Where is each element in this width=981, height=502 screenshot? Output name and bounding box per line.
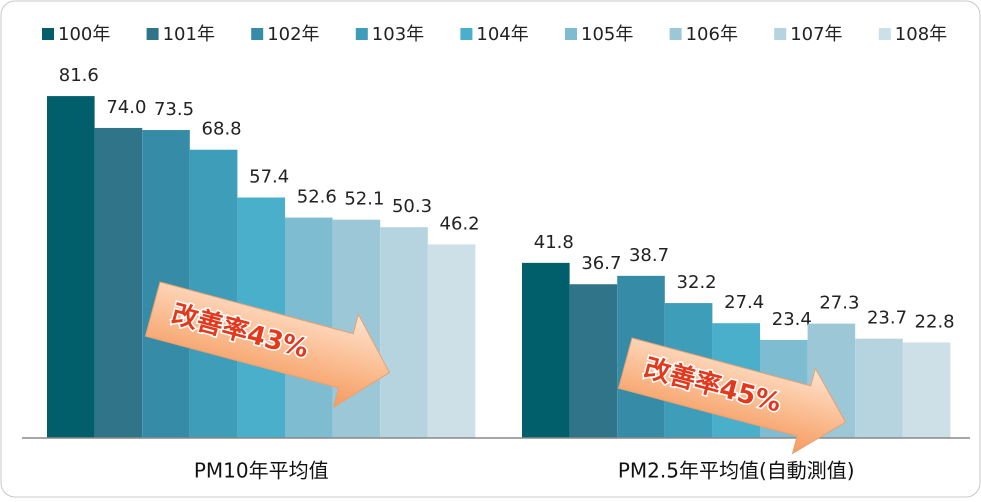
bar [427,244,476,438]
value-label: 27.3 [819,293,859,314]
value-label: 74.0 [106,97,146,118]
value-label: 41.8 [534,232,574,253]
legend-label: 108年 [895,24,947,45]
arrow-annotation: 改善率45% [617,337,847,455]
value-label: 81.6 [59,65,99,86]
legend-label: 101年 [163,24,215,45]
legend-label: 104年 [476,24,528,45]
plot: 81.6 41.8 74.0 36.7 73.5 38.7 68.8 32.2 57.4 27.4… [47,65,955,483]
value-label: 52.6 [297,187,337,208]
bar [902,342,951,438]
value-label: 36.7 [581,253,621,274]
value-label: 23.4 [772,309,812,330]
legend-swatch [565,28,577,40]
category-label: PM10年平均值 [194,459,329,483]
value-label: 52.1 [344,189,384,210]
value-label: 57.4 [249,166,289,187]
legend-label: 105年 [581,24,633,45]
value-label: 73.5 [154,99,194,120]
value-label: 22.8 [915,311,955,332]
value-label: 38.7 [629,245,669,266]
arrow [144,281,391,409]
legend-swatch [460,28,473,40]
value-label: 23.7 [867,308,907,329]
bar [94,127,143,438]
arrow [617,337,847,455]
legend-swatch [42,28,54,40]
category-label: PM2.5年平均值(自動測值) [618,459,855,483]
value-label: 68.8 [202,119,242,140]
legend-swatch [251,28,264,40]
legend-label: 106年 [686,24,738,45]
bar [522,262,570,438]
legend-label: 100年 [58,24,110,45]
legend-swatch [146,28,159,40]
legend-label: 107年 [790,24,842,45]
bar [569,284,618,438]
legend-swatch [669,28,682,40]
bar [380,227,428,438]
legend-swatch [355,28,368,40]
value-label: 46.2 [440,213,480,234]
legend-swatch [878,28,891,40]
legend-label: 102年 [267,24,319,45]
legend-label: 103年 [372,24,424,45]
bar [47,96,95,438]
value-label: 50.3 [392,196,432,217]
legend-swatch [774,28,787,40]
value-label: 32.2 [677,272,717,293]
bar [855,338,903,438]
value-label: 27.4 [724,292,764,313]
